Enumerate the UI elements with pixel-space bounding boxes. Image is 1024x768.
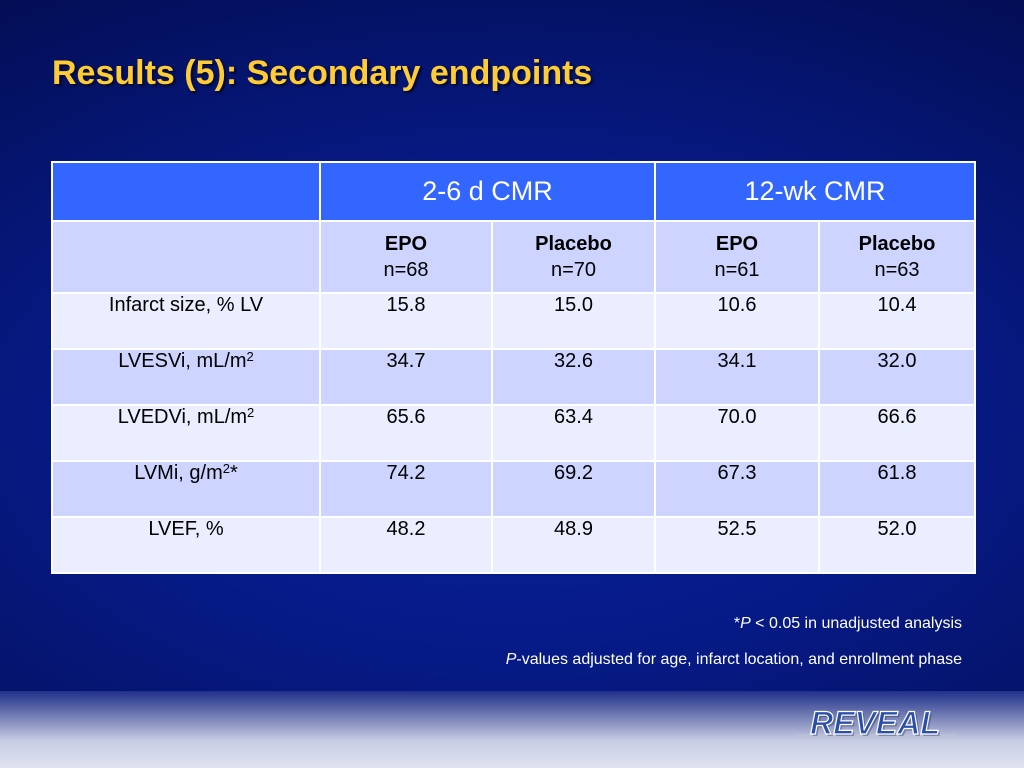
footnote-significance: *P < 0.05 in unadjusted analysis [734,615,962,633]
arm-name: Placebo [858,233,936,255]
arm-header: Placebo n=70 [491,220,656,294]
row-label-superscript: 2 [247,405,255,420]
row-label-superscript: 2 [246,349,254,364]
table-row: Infarct size, % LV 15.8 15.0 10.6 10.4 [51,292,977,350]
arm-header-row: EPO n=68 Placebo n=70 EPO n=61 Placebo n=63 [51,220,977,294]
arm-n: n=63 [874,259,920,281]
arm-header: Placebo n=63 [817,220,977,294]
table-cell: 63.4 [491,404,656,462]
row-label: LVEF, % [51,516,321,574]
row-label-text: LVESVi, mL/m [118,350,247,372]
results-table: 2-6 d CMR 12-wk CMR EPO n=68 Placebo n=70 … [51,161,977,574]
table-row: LVEDVi, mL/m2 65.6 63.4 70.0 66.6 [51,404,977,462]
row-label-text: LVEDVi, mL/m [117,406,248,428]
table-cell: 32.0 [817,348,977,406]
logo-text: REVEAL [810,705,940,741]
table-cell: 10.6 [654,292,820,350]
table-cell: 10.4 [817,292,977,350]
group-header-early: 2-6 d CMR [319,161,656,222]
footnote-star: * [733,615,741,632]
table-cell: 52.5 [654,516,820,574]
arm-n: n=61 [714,259,760,281]
row-label-text: LVMi, g/m [134,462,223,484]
group-header-late: 12-wk CMR [653,161,977,222]
footnote-p-italic: P [505,651,517,668]
table-cell: 66.6 [817,404,977,462]
table-cell: 52.0 [817,516,977,574]
table-cell: 74.2 [319,460,493,518]
row-label: LVEDVi, mL/m2 [51,404,321,462]
header-empty-cell [51,161,321,222]
table-cell: 32.6 [491,348,656,406]
logo-shadow-text: REVEAL [812,707,942,743]
table-header-row: 2-6 d CMR 12-wk CMR [51,161,977,222]
table-cell: 70.0 [654,404,820,462]
table-cell: 48.9 [491,516,656,574]
row-label-superscript: 2 [222,461,230,476]
table-row: LVEF, % 48.2 48.9 52.5 52.0 [51,516,977,574]
row-label: LVESVi, mL/m2 [51,348,321,406]
logo-underline [794,734,956,737]
arm-name: EPO [715,233,759,255]
arm-name: EPO [384,233,428,255]
arm-header: EPO n=68 [319,220,493,294]
row-label: Infarct size, % LV [51,292,321,350]
arm-name: Placebo [535,233,612,255]
table-row: LVESVi, mL/m2 34.7 32.6 34.1 32.0 [51,348,977,406]
table-cell: 34.1 [654,348,820,406]
table-cell: 15.8 [319,292,493,350]
arm-n: n=70 [550,259,597,281]
reveal-logo: REVEAL REVEAL [794,704,956,743]
subheader-empty-cell [51,220,321,294]
slide-title: Results (5): Secondary endpoints [52,54,593,92]
footer-band [0,691,1024,768]
footnote-p-italic: P [740,615,751,632]
table-cell: 65.6 [319,404,493,462]
table-cell: 69.2 [491,460,656,518]
table-cell: 34.7 [319,348,493,406]
footnote-text: -values adjusted for age, infarct locati… [516,651,962,668]
footnote-text: < 0.05 in unadjusted analysis [750,615,962,632]
table-row: LVMi, g/m2* 74.2 69.2 67.3 61.8 [51,460,977,518]
row-label: LVMi, g/m2* [51,460,321,518]
row-label-suffix: * [229,462,238,484]
table-cell: 15.0 [491,292,656,350]
footnote-adjustment: P-values adjusted for age, infarct locat… [506,651,962,669]
table-cell: 61.8 [817,460,977,518]
table-cell: 48.2 [319,516,493,574]
table-cell: 67.3 [654,460,820,518]
arm-n: n=68 [383,259,429,281]
arm-header: EPO n=61 [654,220,820,294]
